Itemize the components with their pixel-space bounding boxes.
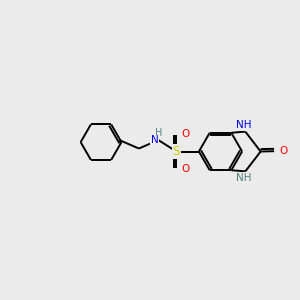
- Text: O: O: [280, 146, 288, 156]
- Text: O: O: [181, 164, 190, 174]
- Text: NH: NH: [236, 120, 252, 130]
- Text: O: O: [181, 129, 190, 140]
- Text: N: N: [151, 135, 158, 145]
- Text: NH: NH: [236, 172, 252, 183]
- Text: S: S: [173, 145, 180, 158]
- Text: H: H: [155, 128, 162, 138]
